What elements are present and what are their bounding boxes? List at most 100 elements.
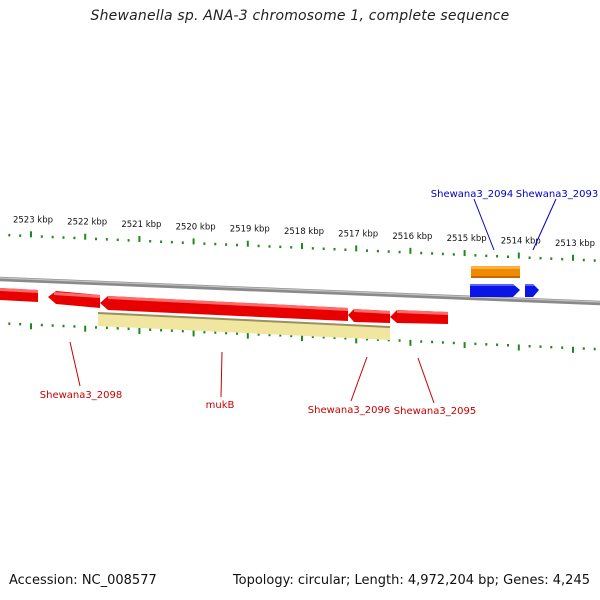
leader-line-shewana3-2095: [417, 357, 435, 404]
outer-major-tick: [517, 252, 520, 259]
scale-label: 2520 kbp: [176, 222, 216, 232]
gene-shewana3-2096[interactable]: [348, 309, 390, 323]
inner-minor-tick: [366, 337, 368, 341]
label-shewana3-2098[interactable]: Shewana3_2098: [40, 390, 122, 401]
leader-line-shewana3-2094: [473, 198, 495, 251]
scale-labels: 2523 kbp 2522 kbp 2521 kbp 2520 kbp 2519 kbp…: [13, 215, 595, 249]
outer-minor-tick: [160, 240, 163, 243]
outer-minor-tick: [398, 250, 401, 254]
outer-minor-tick: [73, 236, 76, 240]
gene-shewana3-2095[interactable]: [390, 310, 448, 324]
inner-major-tick: [30, 323, 32, 330]
outer-minor-tick: [528, 256, 531, 259]
inner-minor-tick: [73, 325, 76, 328]
inner-minor-tick: [19, 322, 22, 326]
outer-minor-tick: [170, 240, 173, 244]
label-shewana3-2094[interactable]: Shewana3_2094: [431, 189, 513, 200]
inner-minor-tick: [528, 345, 531, 348]
inner-major-tick: [192, 330, 195, 337]
outer-minor-tick: [496, 255, 499, 258]
outer-minor-tick: [441, 252, 444, 256]
outer-minor-tick: [376, 249, 379, 253]
outer-minor-tick: [593, 259, 596, 262]
inner-minor-tick: [236, 332, 238, 335]
outer-minor-tick: [257, 244, 260, 248]
outer-tick-marks: [8, 231, 596, 262]
scale-label: 2521 kbp: [121, 220, 161, 230]
inner-minor-tick: [95, 326, 97, 329]
outer-minor-tick: [290, 246, 293, 249]
accession-text: Accession: NC_008577: [9, 573, 157, 588]
outer-major-tick: [409, 247, 412, 254]
inner-minor-tick: [62, 324, 65, 328]
inner-minor-tick: [431, 340, 434, 344]
outer-minor-tick: [431, 252, 434, 255]
label-shewana3-2095[interactable]: Shewana3_2095: [394, 406, 476, 417]
inner-minor-tick: [507, 344, 509, 347]
outer-minor-tick: [127, 239, 130, 242]
inner-minor-tick: [333, 336, 336, 339]
label-shewana3-2093[interactable]: Shewana3_2093: [516, 189, 598, 200]
outer-minor-tick: [40, 235, 43, 238]
inner-minor-tick: [311, 335, 314, 339]
inner-minor-tick: [420, 340, 423, 343]
outer-minor-tick: [582, 258, 585, 262]
label-mukb[interactable]: mukB: [206, 400, 235, 411]
outer-minor-tick: [279, 245, 282, 249]
inner-major-tick: [572, 346, 574, 353]
outer-major-tick: [301, 243, 303, 250]
gene-shewana3-2093[interactable]: [525, 284, 539, 297]
inner-minor-tick: [257, 333, 260, 336]
inner-minor-tick: [279, 334, 282, 337]
gene-shewana3-2098[interactable]: [48, 291, 100, 308]
outer-major-tick: [355, 245, 358, 252]
gene-mukb[interactable]: [100, 296, 348, 321]
orange-feature[interactable]: [471, 266, 520, 278]
outer-minor-tick: [51, 235, 54, 239]
outer-minor-tick: [105, 238, 108, 241]
scale-label: 2513 kbp: [555, 239, 595, 249]
scale-label: 2522 kbp: [67, 218, 107, 228]
inner-minor-tick: [593, 347, 596, 351]
inner-minor-tick: [268, 333, 271, 337]
inner-minor-tick: [40, 323, 43, 327]
outer-major-tick: [30, 231, 32, 238]
outer-minor-tick: [225, 243, 228, 246]
outer-minor-tick: [214, 242, 217, 246]
inner-minor-tick: [387, 338, 390, 342]
inner-minor-tick: [322, 336, 325, 339]
inner-minor-tick: [225, 331, 228, 335]
inner-minor-tick: [441, 341, 444, 344]
outer-major-tick: [192, 238, 195, 245]
outer-minor-tick: [203, 242, 206, 245]
outer-major-tick: [246, 240, 249, 247]
scale-label: 2519 kbp: [230, 225, 270, 235]
outer-major-tick: [138, 236, 141, 242]
inner-minor-tick: [452, 341, 455, 345]
scale-label: 2515 kbp: [447, 234, 487, 244]
inner-minor-tick: [105, 326, 108, 330]
inner-major-tick: [355, 337, 358, 344]
outer-minor-tick: [539, 256, 542, 260]
outer-minor-tick: [116, 238, 119, 242]
outer-minor-tick: [561, 257, 564, 261]
gene-leftmost-partial[interactable]: [0, 288, 38, 302]
leader-line-mukb: [220, 351, 223, 398]
inner-major-tick: [138, 328, 141, 334]
outer-minor-tick: [62, 236, 65, 239]
scale-label: 2514 kbp: [501, 237, 541, 247]
outer-minor-tick: [452, 253, 455, 256]
outer-minor-tick: [387, 250, 390, 253]
outer-minor-tick: [344, 248, 347, 251]
label-shewana3-2096[interactable]: Shewana3_2096: [308, 405, 390, 416]
outer-minor-tick: [550, 257, 553, 260]
outer-minor-tick: [311, 247, 314, 250]
inner-minor-tick: [344, 337, 347, 340]
yellow-feature-edge: [97, 312, 391, 328]
outer-minor-tick: [181, 241, 184, 244]
inner-minor-tick: [376, 338, 379, 341]
outer-minor-tick: [507, 255, 509, 258]
gene-shewana3-2094[interactable]: [470, 284, 520, 297]
inner-minor-tick: [127, 327, 130, 331]
